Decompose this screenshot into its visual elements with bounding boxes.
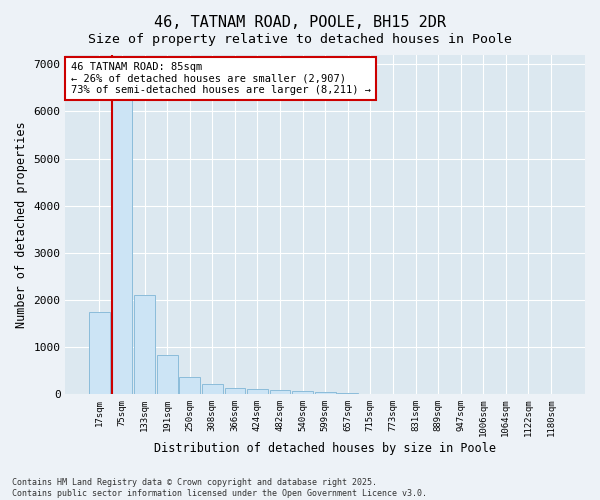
Bar [134,295,155,394]
Bar [292,392,313,394]
Text: Contains HM Land Registry data © Crown copyright and database right 2025.
Contai: Contains HM Land Registry data © Crown c… [12,478,427,498]
Text: Size of property relative to detached houses in Poole: Size of property relative to detached ho… [88,32,512,46]
Bar [337,393,358,394]
Bar [112,100,133,394]
Bar [179,376,200,394]
Text: 46, TATNAM ROAD, POOLE, BH15 2DR: 46, TATNAM ROAD, POOLE, BH15 2DR [154,15,446,30]
Bar [224,388,245,394]
X-axis label: Distribution of detached houses by size in Poole: Distribution of detached houses by size … [154,442,496,455]
Text: 46 TATNAM ROAD: 85sqm
← 26% of detached houses are smaller (2,907)
73% of semi-d: 46 TATNAM ROAD: 85sqm ← 26% of detached … [71,62,371,95]
Bar [202,384,223,394]
Bar [269,390,290,394]
Bar [157,355,178,394]
Bar [247,390,268,394]
Bar [315,392,335,394]
Bar [89,312,110,394]
Y-axis label: Number of detached properties: Number of detached properties [15,121,28,328]
